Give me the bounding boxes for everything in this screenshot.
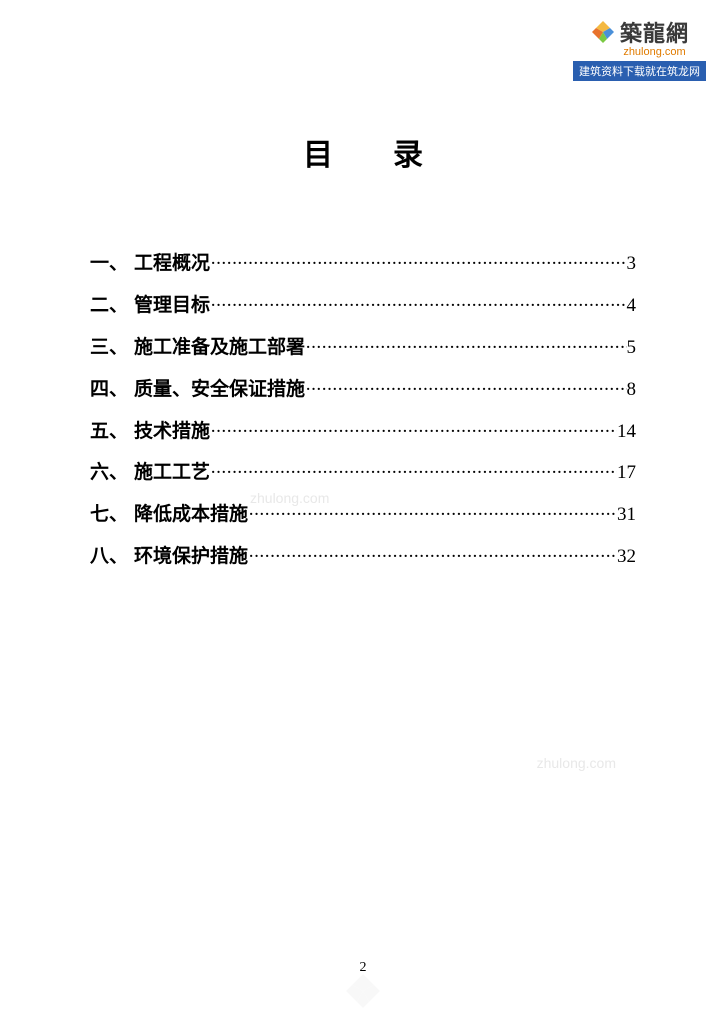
toc-label: 技术措施 bbox=[134, 412, 210, 452]
toc-entry: 六、 施工工艺 17 bbox=[90, 453, 636, 493]
toc-pagenum: 3 bbox=[627, 244, 637, 284]
toc-leader-dots bbox=[210, 453, 617, 493]
toc-entry: 五、 技术措施 14 bbox=[90, 412, 636, 452]
watermark-text: zhulong.com bbox=[537, 755, 616, 771]
table-of-contents: 一、 工程概况 3 二、 管理目标 4 三、 施工准备及施工部署 5 四、 质量… bbox=[90, 244, 636, 577]
toc-num: 八、 bbox=[90, 537, 128, 577]
toc-leader-dots bbox=[248, 495, 617, 535]
document-page: 築龍網 zhulong.com 建筑资料下载就在筑龙网 目录 一、 工程概况 3… bbox=[0, 0, 726, 1026]
toc-num: 七、 bbox=[90, 495, 128, 535]
toc-entry: 四、 质量、安全保证措施 8 bbox=[90, 370, 636, 410]
toc-leader-dots bbox=[210, 244, 626, 284]
toc-label: 管理目标 bbox=[134, 286, 210, 326]
logo-brand-name: 築龍網 bbox=[620, 16, 689, 48]
toc-num: 一、 bbox=[90, 244, 128, 284]
toc-label: 降低成本措施 bbox=[134, 495, 248, 535]
toc-label: 工程概况 bbox=[134, 244, 210, 284]
toc-pagenum: 4 bbox=[627, 286, 637, 326]
toc-label: 施工工艺 bbox=[134, 453, 210, 493]
toc-leader-dots bbox=[305, 370, 626, 410]
toc-pagenum: 32 bbox=[617, 537, 636, 577]
toc-num: 二、 bbox=[90, 286, 128, 326]
toc-leader-dots bbox=[210, 412, 617, 452]
logo-banner: 建筑资料下载就在筑龙网 bbox=[573, 61, 706, 81]
logo-top-row: 築龍網 bbox=[590, 16, 689, 48]
toc-label: 质量、安全保证措施 bbox=[134, 370, 305, 410]
toc-num: 五、 bbox=[90, 412, 128, 452]
toc-entry: 二、 管理目标 4 bbox=[90, 286, 636, 326]
logo-subtitle: zhulong.com bbox=[623, 46, 685, 58]
page-title: 目录 bbox=[90, 130, 636, 174]
toc-label: 环境保护措施 bbox=[134, 537, 248, 577]
toc-num: 六、 bbox=[90, 453, 128, 493]
toc-pagenum: 31 bbox=[617, 495, 636, 535]
toc-pagenum: 14 bbox=[617, 412, 636, 452]
toc-leader-dots bbox=[305, 328, 626, 368]
toc-pagenum: 17 bbox=[617, 453, 636, 493]
toc-entry: 八、 环境保护措施 32 bbox=[90, 537, 636, 577]
toc-num: 四、 bbox=[90, 370, 128, 410]
toc-entry: 七、 降低成本措施 31 bbox=[90, 495, 636, 535]
toc-leader-dots bbox=[210, 286, 626, 326]
toc-entry: 一、 工程概况 3 bbox=[90, 244, 636, 284]
page-number: 2 bbox=[360, 960, 367, 976]
toc-leader-dots bbox=[248, 537, 617, 577]
logo-area: 築龍網 zhulong.com 建筑资料下载就在筑龙网 bbox=[573, 16, 706, 81]
toc-entry: 三、 施工准备及施工部署 5 bbox=[90, 328, 636, 368]
toc-label: 施工准备及施工部署 bbox=[134, 328, 305, 368]
toc-num: 三、 bbox=[90, 328, 128, 368]
logo-icon bbox=[590, 19, 616, 45]
toc-pagenum: 8 bbox=[627, 370, 637, 410]
watermark-logo-icon bbox=[343, 971, 383, 1016]
toc-pagenum: 5 bbox=[627, 328, 637, 368]
